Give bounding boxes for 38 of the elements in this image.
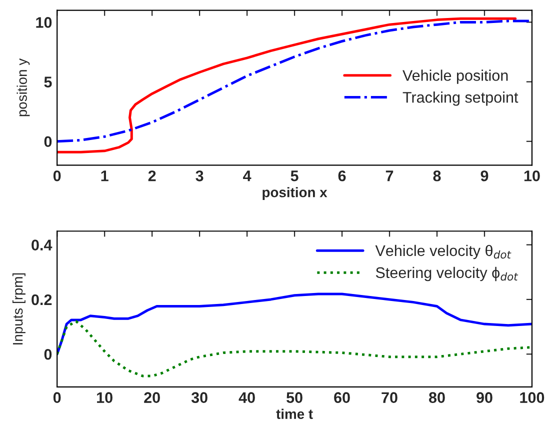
x-tick-label: 0 [53, 170, 61, 182]
y-tick-label: 0.4 [32, 240, 52, 250]
x-tick-label: 10 [97, 392, 112, 403]
legend-label: Steering velocity ϕ$_{dot}$ [376, 266, 518, 282]
x-tick-label: 90 [476, 392, 492, 403]
y-tick-label: 5 [44, 76, 52, 88]
x-tick-label: 1 [101, 170, 108, 182]
x-tick-label: 7 [386, 170, 394, 182]
x-tick-label: 8 [433, 170, 441, 182]
x-tick-label: 100 [520, 392, 544, 403]
legend-label: Vehicle velocity θ$_{dot}$ [375, 244, 512, 260]
x-tick-label: 2 [148, 170, 156, 182]
y-axis-title: Inputs [rpm] [12, 273, 26, 344]
x-axis-title: position x [262, 187, 328, 200]
x-tick-label: 40 [238, 392, 255, 403]
y-tick-label: 0 [44, 348, 52, 360]
y-tick-label: 0 [44, 136, 52, 148]
y-axis-title: position y [16, 58, 30, 116]
x-tick-label: 4 [243, 170, 252, 182]
x-tick-label: 5 [290, 170, 298, 182]
x-tick-label: 3 [196, 170, 204, 182]
legend-label: Vehicle position [402, 70, 508, 84]
x-tick-label: 9 [480, 170, 488, 182]
y-tick-label: 0.2 [32, 294, 52, 306]
x-axis-title: time t [276, 408, 313, 419]
x-tick-label: 30 [191, 392, 208, 404]
legend-label: Tracking setpoint [402, 92, 518, 106]
x-tick-label: 60 [334, 392, 350, 403]
line-series [57, 292, 532, 356]
x-tick-label: 80 [428, 392, 445, 403]
x-tick-label: 10 [524, 170, 540, 182]
x-tick-label: 50 [286, 392, 302, 403]
x-tick-label: 70 [382, 392, 398, 403]
x-tick-label: 0 [53, 392, 61, 403]
line-series [57, 320, 532, 378]
x-tick-label: 20 [144, 392, 160, 403]
x-tick-label: 6 [338, 170, 346, 182]
y-tick-label: 10 [36, 17, 52, 28]
